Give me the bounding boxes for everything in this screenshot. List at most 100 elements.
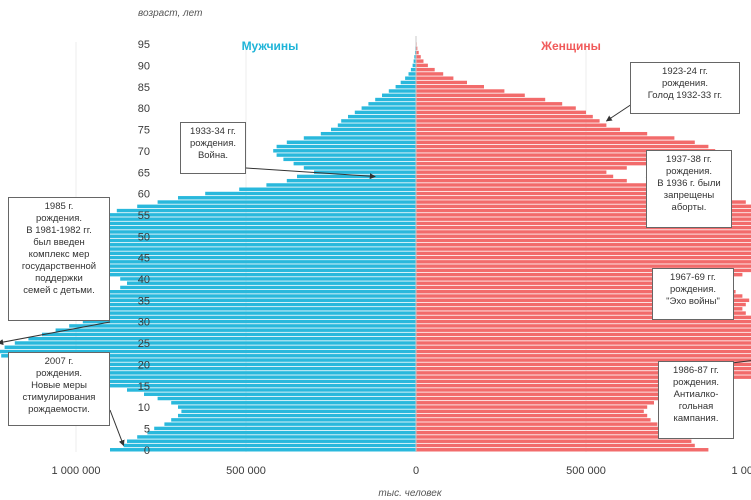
bar-male-age-1 [123,443,416,448]
x-axis-title: тыс. человек [378,488,442,499]
bar-male-age-75 [331,127,416,132]
bar-female-age-16 [416,379,733,384]
bar-male-age-47 [31,247,417,251]
bar-female-age-85 [416,85,484,89]
bar-male-age-28 [55,328,416,332]
bar-female-age-28 [416,328,751,332]
y-tick-label: 10 [138,402,150,414]
bar-female-age-24 [416,345,751,349]
bar-female-age-3 [416,435,682,439]
bar-female-age-66 [416,166,627,170]
bar-male-age-56 [116,208,417,213]
bar-female-age-13 [416,392,682,396]
bar-male-age-44 [69,260,416,264]
annotation-1985: 1985 г. рождения. В 1981-1982 гг. был вв… [8,197,110,321]
bar-female-age-54 [416,217,751,221]
bar-male-age-8 [178,413,416,418]
bar-male-age-81 [368,102,416,106]
bar-male-age-4 [147,430,416,435]
y-tick-label: 40 [138,274,150,286]
bar-male-age-85 [395,85,416,89]
bar-female-age-49 [416,238,751,243]
bar-female-age-37 [416,290,736,294]
bar-female-age-56 [416,208,751,213]
bar-male-age-59 [178,196,416,200]
bar-male-age-71 [276,144,416,149]
bar-female-age-40 [416,277,729,281]
bar-male-age-18 [48,371,417,375]
bar-female-age-77 [416,119,600,123]
bar-female-age-51 [416,230,751,234]
bar-female-age-94 [416,46,418,51]
bar-male-age-36 [103,294,416,298]
y-tick-label: 15 [138,381,150,393]
bar-female-age-74 [416,131,648,136]
bar-female-age-22 [416,354,751,358]
bar-male-age-86 [400,80,416,85]
bar-male-age-22 [1,354,416,358]
bar-female-age-8 [416,413,648,418]
bar-female-age-29 [416,324,751,328]
y-tick-label: 25 [138,338,150,350]
y-tick-label: 30 [138,317,150,329]
annotation-leader-line [0,321,111,346]
bar-male-age-83 [382,93,416,98]
bar-female-age-53 [416,221,751,226]
annotation-1937-38: 1937-38 гг. рождения. В 1936 г. были зап… [646,150,732,228]
bar-female-age-42 [416,268,751,273]
bar-female-age-41 [416,272,743,277]
bar-male-age-33 [103,307,416,311]
bar-male-age-20 [18,362,416,367]
y-tick-label: 60 [138,189,150,201]
annotation-1923-24: 1923-24 гг. рождения. Голод 1932-33 гг. [630,62,740,114]
bar-male-age-10 [178,405,416,409]
bar-male-age-12 [157,396,416,401]
bar-male-age-67 [293,161,416,166]
bar-female-age-91 [416,59,424,63]
bar-male-age-21 [8,358,416,362]
bar-female-age-76 [416,123,607,127]
bar-female-age-5 [416,426,668,431]
bar-female-age-90 [416,63,428,68]
bar-female-age-63 [416,178,627,183]
bar-female-age-26 [416,336,751,341]
bar-female-age-20 [416,362,751,367]
bar-male-age-74 [320,131,416,136]
bar-male-age-55 [96,213,417,217]
bar-female-age-11 [416,401,654,405]
bar-male-age-77 [341,119,416,123]
bar-female-age-32 [416,311,746,315]
y-tick-label: 35 [138,295,150,307]
y-tick-label: 75 [138,125,150,137]
bar-female-age-84 [416,89,505,93]
bar-female-age-87 [416,76,454,80]
bar-male-age-0 [110,448,416,452]
bar-female-age-4 [416,430,675,435]
bar-female-age-71 [416,144,709,149]
bar-male-age-91 [413,59,416,63]
bar-female-age-61 [416,187,675,191]
bar-male-age-65 [314,170,416,174]
bar-female-age-70 [416,149,716,153]
y-tick-label: 80 [138,103,150,115]
bar-female-age-33 [416,307,743,311]
bar-male-age-48 [25,243,416,247]
bar-female-age-6 [416,422,658,426]
y-tick-label: 90 [138,60,150,72]
x-tick-label: 0 [413,465,419,477]
bar-female-age-69 [416,153,702,157]
y-axis-title: возраст, лет [138,8,202,19]
x-tick-label: 500 000 [566,465,606,477]
bar-female-age-19 [416,366,751,371]
bar-male-age-25 [14,341,417,345]
bar-female-age-78 [416,114,593,119]
x-tick-label: 500 000 [226,465,266,477]
bar-female-age-25 [416,341,751,345]
y-tick-label: 0 [144,445,150,457]
bar-male-age-79 [354,110,416,115]
bar-male-age-11 [171,401,416,405]
bar-male-age-82 [375,97,416,102]
annotation-1933-34: 1933-34 гг. рождения. Война. [180,122,246,174]
bar-male-age-37 [110,290,416,294]
